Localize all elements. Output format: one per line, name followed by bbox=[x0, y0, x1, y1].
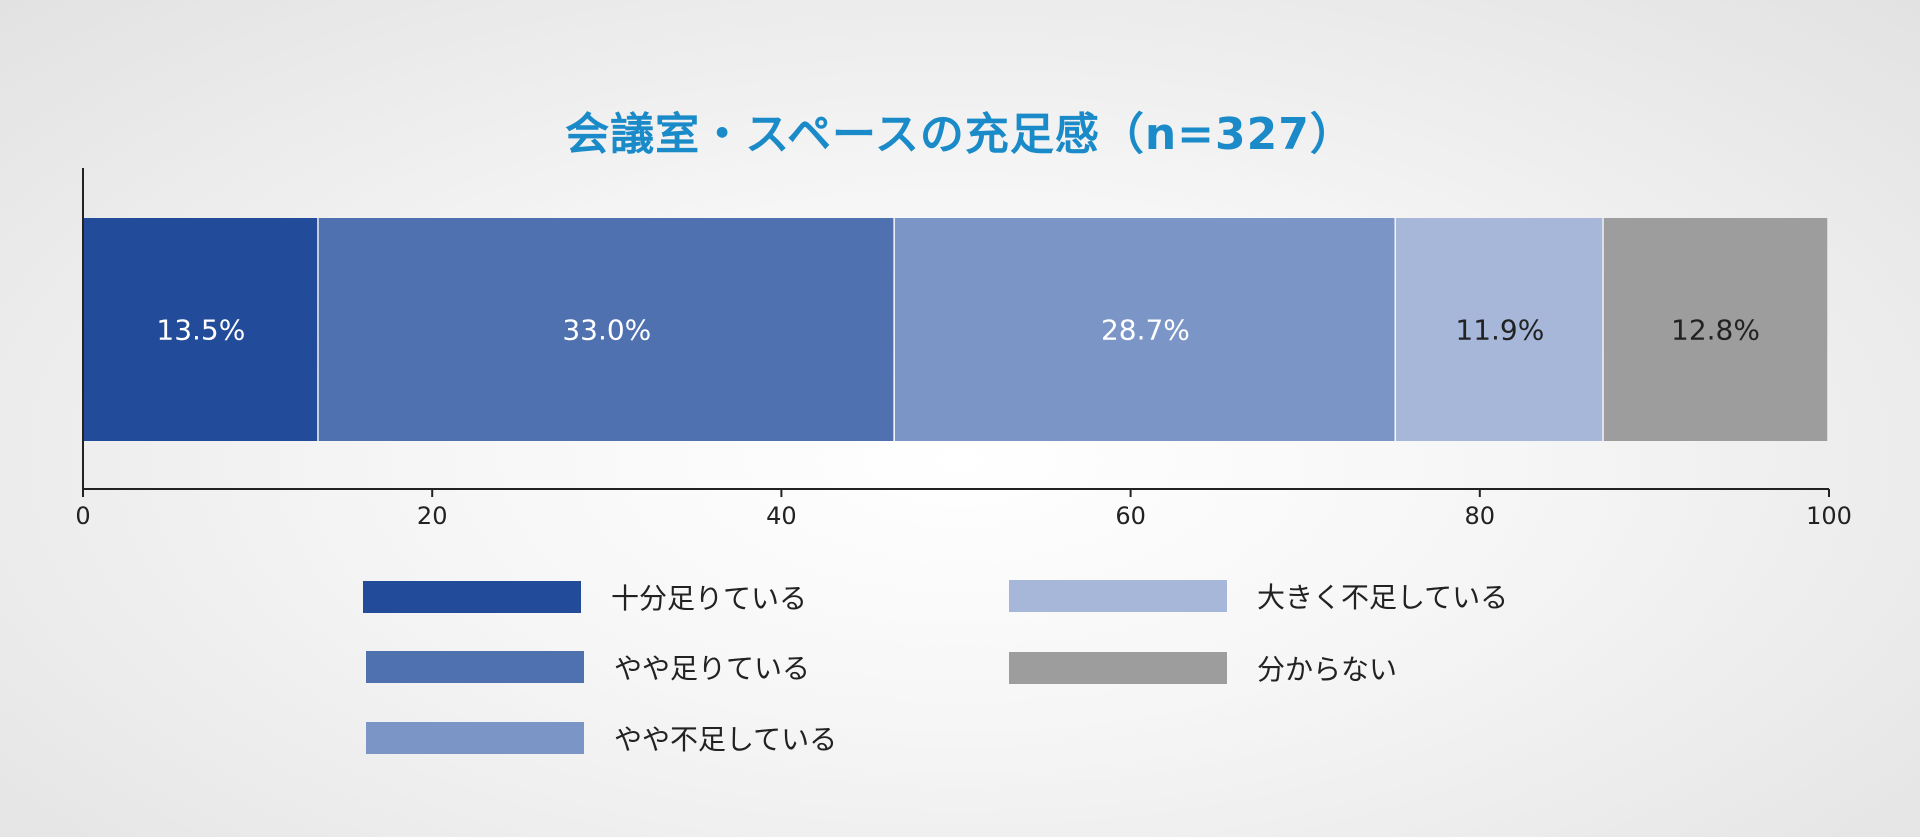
bar-data-label-1: 33.0% bbox=[562, 314, 651, 347]
bar-segment-0 bbox=[83, 218, 318, 441]
bar-data-labels: 13.5% 33.0% 28.7% 11.9% 12.8% bbox=[156, 314, 1760, 347]
x-tick-label-3: 60 bbox=[1115, 502, 1146, 530]
bar-segment-2 bbox=[894, 218, 1395, 441]
bar-segment-1 bbox=[318, 218, 894, 441]
bar-data-label-4: 12.8% bbox=[1671, 314, 1760, 347]
chart-title: 会議室・スペースの充足感（n=327） bbox=[565, 109, 1355, 160]
bar-segment-3 bbox=[1395, 218, 1603, 441]
bar-segment-4 bbox=[1603, 218, 1828, 441]
bar-data-label-2: 28.7% bbox=[1101, 314, 1190, 347]
x-axis-ticks: 0 20 40 60 80 100 bbox=[75, 489, 1852, 530]
x-tick-label-0: 0 bbox=[75, 502, 90, 530]
bar-data-label-0: 13.5% bbox=[156, 314, 245, 347]
x-tick-label-1: 20 bbox=[417, 502, 448, 530]
bar-data-label-3: 11.9% bbox=[1455, 314, 1544, 347]
x-tick-label-2: 40 bbox=[766, 502, 797, 530]
x-tick-label-4: 80 bbox=[1465, 502, 1496, 530]
bar-segments bbox=[83, 218, 1828, 441]
x-tick-label-5: 100 bbox=[1806, 502, 1852, 530]
